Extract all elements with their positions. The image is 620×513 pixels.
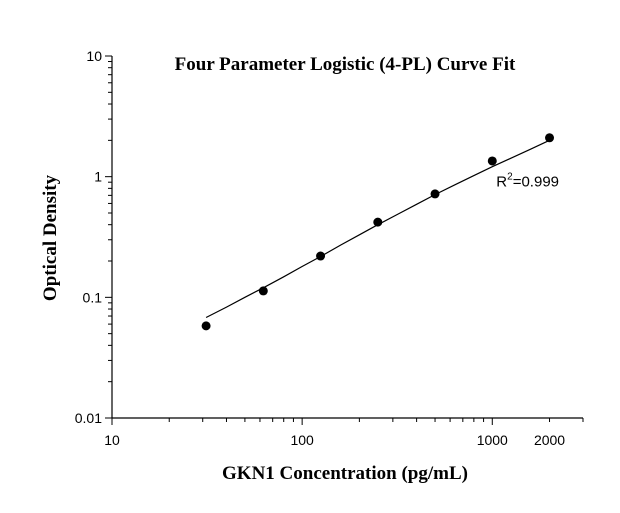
fit-curve bbox=[205, 139, 550, 319]
data-point bbox=[487, 156, 497, 166]
y-tick-label: 0.1 bbox=[83, 289, 103, 305]
data-point bbox=[545, 133, 555, 143]
x-tick-label: 10 bbox=[104, 432, 120, 448]
data-point bbox=[430, 189, 440, 199]
y-tick-label: 1 bbox=[94, 169, 102, 185]
r-squared-annotation: R2=0.999 bbox=[496, 171, 559, 190]
y-axis-ticks: 0.01 0.1 1 10 bbox=[75, 48, 112, 426]
y-tick-label: 0.01 bbox=[75, 410, 102, 426]
data-point bbox=[373, 217, 383, 227]
data-point bbox=[201, 321, 211, 331]
x-axis-title: GKN1 Concentration (pg/mL) bbox=[222, 463, 468, 484]
x-tick-label: 1000 bbox=[477, 432, 508, 448]
y-axis-title: Optical Density bbox=[40, 174, 61, 301]
axes bbox=[111, 56, 583, 419]
data-point bbox=[258, 286, 268, 296]
data-point bbox=[316, 251, 326, 261]
data-points bbox=[201, 133, 555, 331]
chart-title: Four Parameter Logistic (4-PL) Curve Fit bbox=[175, 54, 516, 75]
x-tick-label: 2000 bbox=[534, 432, 565, 448]
x-axis-ticks: 10 100 1000 2000 bbox=[104, 418, 584, 448]
y-tick-label: 10 bbox=[86, 48, 102, 64]
x-tick-label: 100 bbox=[290, 432, 314, 448]
